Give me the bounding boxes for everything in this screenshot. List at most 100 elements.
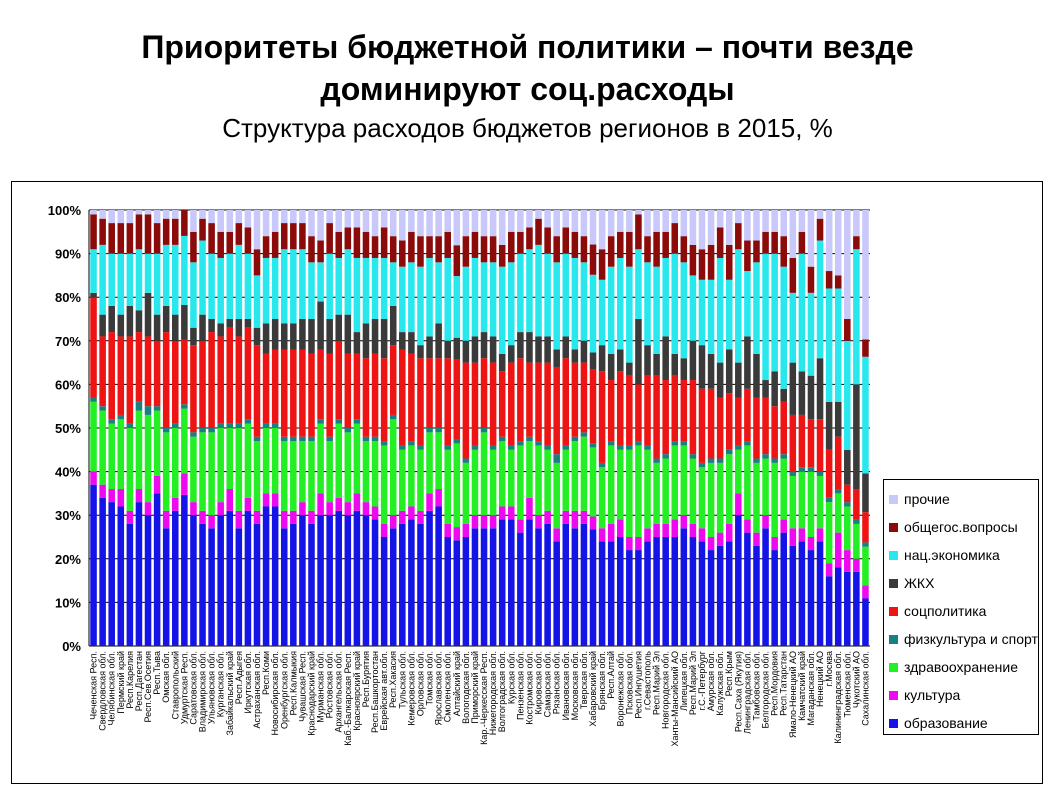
bar-segment-5 (399, 332, 406, 350)
bar-segment-7 (589, 244, 597, 275)
bar-segment-2 (735, 449, 742, 494)
bar-segment-7 (807, 266, 815, 293)
bar-segment-3 (126, 423, 134, 428)
bar-segment-2 (480, 432, 488, 516)
bar-segment-5 (144, 292, 152, 337)
bar-segment-2 (807, 471, 815, 537)
bar-segment-0 (616, 537, 624, 646)
bar-segment-5 (280, 323, 288, 350)
bar-segment-0 (762, 528, 769, 646)
bar-segment-8 (90, 210, 97, 215)
bar-segment-6 (444, 257, 451, 341)
bar-segment-7 (780, 236, 787, 267)
bar-segment-5 (335, 314, 343, 341)
x-tick-label: Респ.Коми (261, 651, 271, 695)
bar-segment-0 (135, 502, 143, 646)
bar-segment-2 (417, 449, 424, 511)
bar-segment-4 (535, 362, 542, 442)
bar-segment-6 (326, 253, 333, 319)
bar-segment-2 (126, 428, 134, 511)
bar-segment-5 (353, 332, 361, 354)
bar-segment-4 (280, 349, 288, 437)
bar-segment-8 (862, 210, 869, 340)
bar-segment-1 (816, 528, 824, 542)
x-tick-label: Магаданская обл. (806, 651, 816, 725)
bar-segment-1 (126, 510, 134, 524)
bar-segment-6 (680, 262, 688, 359)
bar-segment-5 (807, 375, 815, 420)
bar-segment-2 (290, 441, 297, 511)
bar-segment-5 (135, 310, 143, 333)
bar-segment-2 (389, 419, 397, 516)
bar-segment-5 (544, 336, 551, 363)
bar-segment-4 (362, 358, 370, 437)
bar-segment-6 (144, 253, 152, 293)
bar-segment-8 (489, 210, 497, 237)
bar-segment-5 (244, 319, 252, 328)
bar-segment-0 (825, 576, 833, 646)
bar-segment-0 (725, 541, 733, 646)
x-tick-label: Каб.-Балкарская Респ. (343, 651, 353, 746)
bar-segment-4 (762, 397, 769, 455)
bar-segment-8 (653, 210, 660, 232)
bar-segment-5 (789, 362, 797, 415)
bar-segment-4 (571, 362, 579, 437)
bar-segment-2 (408, 445, 415, 507)
x-tick-label: Смоленская обл. (443, 651, 453, 722)
bar-segment-5 (117, 314, 125, 337)
bar-segment-1 (517, 519, 524, 533)
x-tick-label: Воронежская обл. (615, 651, 625, 726)
bar-segment-2 (725, 454, 733, 524)
x-tick-label: Тюменская обл. (842, 651, 852, 717)
x-tick-label: Кар.-Черкесская Респ. (479, 651, 489, 745)
bar-segment-0 (426, 510, 433, 646)
bar-segment-6 (389, 262, 397, 306)
bar-segment-0 (553, 541, 560, 646)
bar-segment-7 (662, 231, 669, 258)
chart-legend: прочие общегос.вопросы нац.экономика ЖКХ соц… (883, 479, 1039, 735)
x-tick-label: Респ.Дагестан (134, 651, 144, 711)
x-tick-label: Липецкая обл. (679, 651, 689, 711)
bar-segment-1 (780, 519, 787, 533)
bar-segment-7 (408, 231, 415, 263)
bar-segment-3 (644, 445, 651, 450)
x-tick-label: Респ.Ингушетия (633, 651, 643, 719)
bar-segment-3 (208, 428, 215, 433)
bar-segment-7 (471, 231, 479, 258)
bar-segment-3 (707, 458, 715, 463)
bar-segment-5 (716, 362, 724, 398)
chart-frame: 0% 10% 20% 30% 40% 50% 60% 70% 80% 90% 100% Чеченск… (11, 181, 1043, 784)
bar-segment-7 (553, 236, 560, 263)
bar-segment-3 (444, 445, 451, 450)
bar-segment-0 (435, 506, 442, 646)
bar-segment-1 (662, 523, 669, 537)
bar-segment-3 (816, 471, 824, 476)
bar-segment-2 (780, 458, 787, 520)
bar-segment-1 (335, 497, 343, 511)
bar-segment-0 (508, 519, 515, 646)
chart-subtitle: Структура расходов бюджетов регионов в 2… (222, 113, 833, 143)
bar-segment-0 (235, 528, 243, 646)
bar-segment-6 (653, 266, 660, 354)
bar-segment-4 (616, 371, 624, 446)
x-tick-label: Брянская обл. (597, 651, 607, 710)
bar-segment-7 (562, 227, 570, 254)
x-tick-label: Амурская обл. (706, 651, 716, 711)
bar-segment-3 (235, 423, 243, 428)
bar-segment-7 (598, 249, 606, 280)
bar-segment-5 (417, 345, 424, 359)
bar-segment-6 (562, 253, 570, 337)
bar-segment-2 (299, 441, 306, 503)
bar-segment-1 (253, 510, 261, 524)
bar-segment-1 (862, 585, 869, 599)
bar-segment-4 (798, 414, 806, 468)
bar-segment-6 (644, 262, 651, 346)
bar-segment-3 (580, 432, 588, 437)
bar-segment-4 (208, 332, 215, 428)
bar-segment-7 (271, 231, 279, 258)
bar-segment-4 (172, 340, 179, 424)
bar-segment-5 (816, 358, 824, 420)
bar-segment-8 (217, 210, 224, 232)
bar-segment-1 (680, 515, 688, 529)
bar-segment-5 (535, 336, 542, 363)
